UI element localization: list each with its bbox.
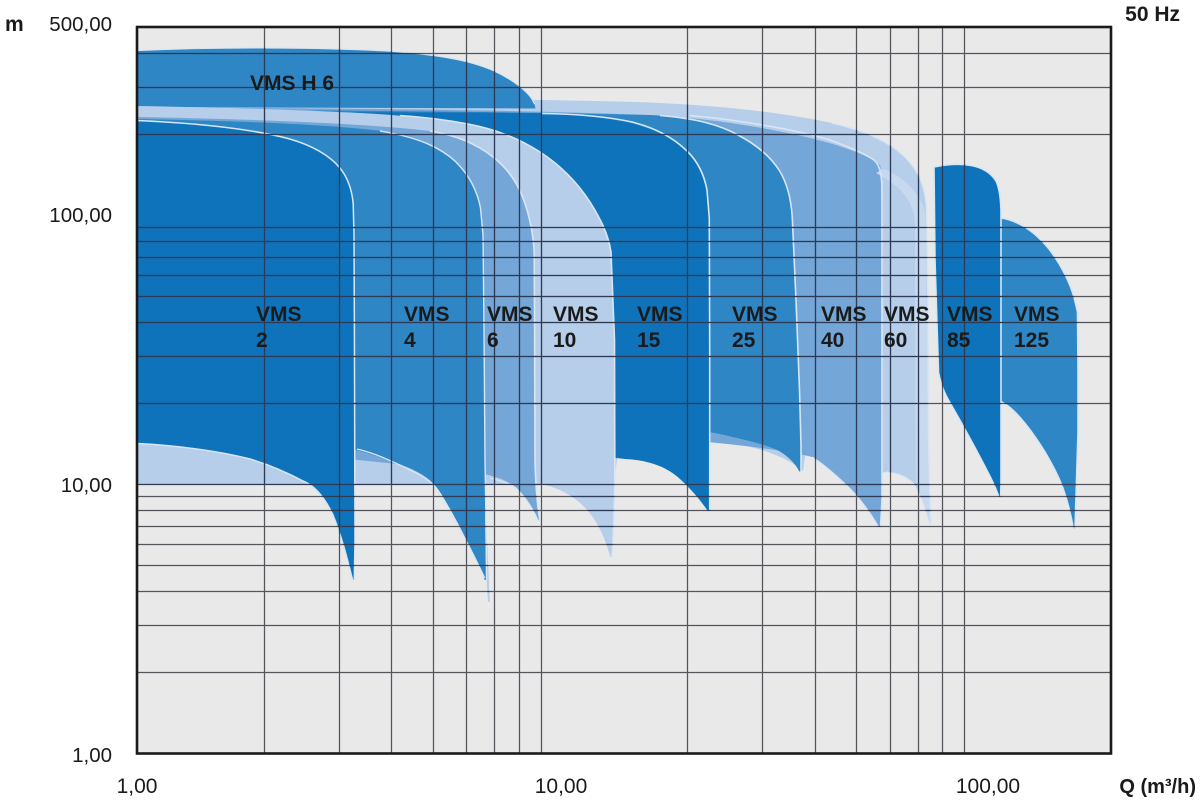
svg-text:50 Hz: 50 Hz (1125, 3, 1180, 26)
svg-text:125: 125 (1014, 329, 1049, 352)
svg-text:VMS: VMS (732, 303, 778, 326)
svg-text:4: 4 (404, 329, 416, 352)
svg-text:40: 40 (821, 329, 844, 352)
svg-text:VMS: VMS (487, 303, 533, 326)
svg-text:25: 25 (732, 329, 756, 352)
svg-text:100,00: 100,00 (956, 775, 1020, 798)
svg-text:VMS: VMS (884, 303, 930, 326)
svg-text:VMS: VMS (947, 303, 993, 326)
svg-text:VMS: VMS (553, 303, 599, 326)
svg-text:VMS: VMS (1014, 303, 1060, 326)
svg-text:VMS: VMS (821, 303, 867, 326)
svg-text:VMS H 6: VMS H 6 (250, 72, 334, 95)
svg-text:VMS: VMS (637, 303, 683, 326)
svg-text:100,00: 100,00 (49, 204, 112, 227)
svg-text:6: 6 (487, 329, 499, 352)
svg-text:VMS: VMS (256, 303, 302, 326)
svg-text:60: 60 (884, 329, 907, 352)
svg-text:m: m (5, 13, 24, 36)
svg-text:500,00: 500,00 (49, 13, 112, 36)
svg-text:1,00: 1,00 (117, 775, 158, 798)
svg-text:10: 10 (553, 329, 576, 352)
svg-text:10,00: 10,00 (61, 474, 112, 497)
svg-text:2: 2 (256, 329, 268, 352)
svg-text:1,00: 1,00 (72, 744, 112, 767)
svg-text:10,00: 10,00 (535, 775, 588, 798)
svg-text:85: 85 (947, 329, 971, 352)
svg-text:15: 15 (637, 329, 661, 352)
svg-text:VMS: VMS (404, 303, 450, 326)
svg-text:Q (m³/h): Q (m³/h) (1119, 776, 1196, 798)
